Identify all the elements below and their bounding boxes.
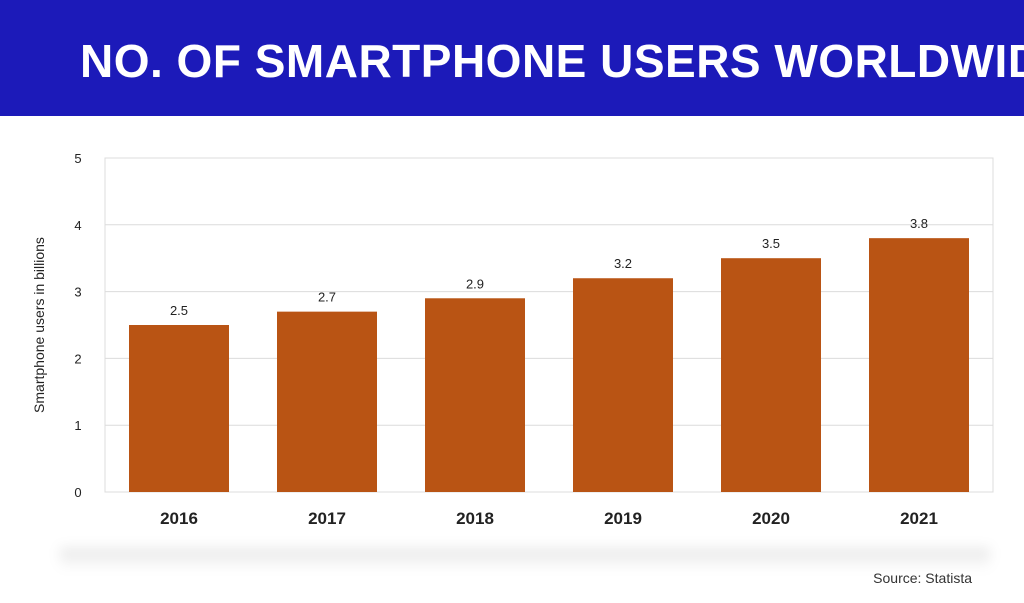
- chart-shadow: [60, 548, 990, 570]
- y-tick-label: 2: [74, 351, 81, 366]
- bar-2016: [129, 325, 229, 492]
- y-tick-label: 0: [74, 485, 81, 500]
- x-tick-labels: 2016 2017 2018 2019 2020 2021: [160, 509, 938, 528]
- x-tick-label: 2021: [900, 509, 938, 528]
- x-tick-label: 2020: [752, 509, 790, 528]
- bars: [129, 238, 969, 492]
- data-label-2016: 2.5: [170, 303, 188, 318]
- y-tick-labels: 0 1 2 3 4 5: [74, 151, 81, 500]
- y-tick-label: 3: [74, 285, 81, 300]
- data-label-2021: 3.8: [910, 216, 928, 231]
- y-tick-label: 4: [74, 218, 81, 233]
- data-label-2019: 3.2: [614, 256, 632, 271]
- page-title: NO. OF SMARTPHONE USERS WORLDWIDE: [80, 35, 1024, 87]
- data-label-2017: 2.7: [318, 290, 336, 305]
- data-label-2018: 2.9: [466, 276, 484, 291]
- y-axis-label: Smartphone users in billions: [31, 237, 47, 413]
- x-tick-label: 2017: [308, 509, 346, 528]
- x-tick-label: 2019: [604, 509, 642, 528]
- y-tick-label: 5: [74, 151, 81, 166]
- data-labels: 2.5 2.7 2.9 3.2 3.5 3.8: [170, 216, 928, 318]
- x-tick-label: 2016: [160, 509, 198, 528]
- bar-2018: [425, 298, 525, 492]
- source-note: Source: Statista: [873, 570, 972, 586]
- gridlines: [104, 157, 994, 493]
- bar-2021: [869, 238, 969, 492]
- bar-2017: [277, 311, 377, 492]
- header-banner: NO. OF SMARTPHONE USERS WORLDWIDE: [0, 0, 1024, 116]
- bar-2020: [721, 258, 821, 492]
- y-tick-label: 1: [74, 418, 81, 433]
- x-tick-label: 2018: [456, 509, 494, 528]
- plot-frame: [104, 157, 994, 493]
- data-label-2020: 3.5: [762, 236, 780, 251]
- bar-2019: [573, 278, 673, 492]
